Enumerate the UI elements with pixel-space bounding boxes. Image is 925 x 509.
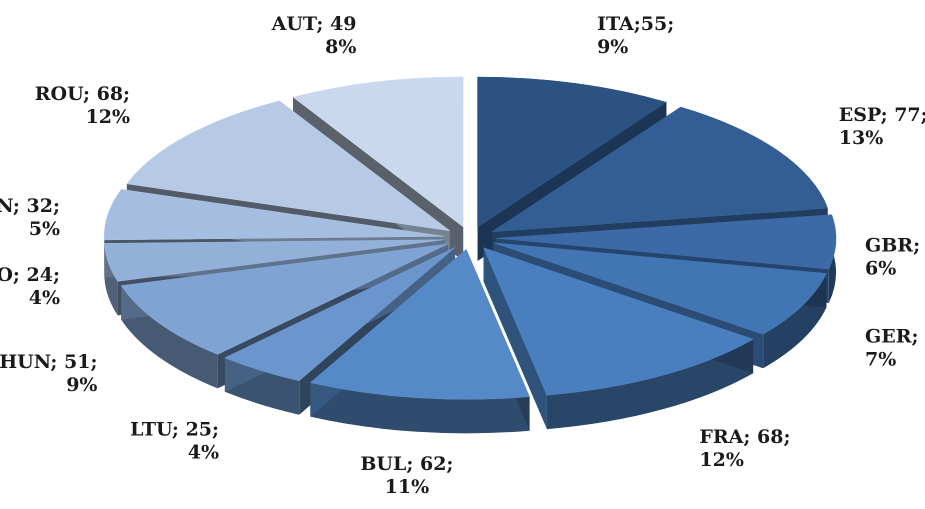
slice-label-fra: FRA; 68; 12% [699,426,790,471]
pie-slice-top-ita [477,76,667,228]
pie-slice-side-hun [121,285,218,389]
pie-slice-top-bul [309,248,530,400]
slices-layer [104,76,837,434]
slice-label-ger: GER; 42;7% [865,326,925,371]
pie-slice-top-hun [120,243,448,355]
slice-label-name-value: ROU; 68; [35,83,130,105]
slice-label-slo: SLO; 24;4% [0,264,60,309]
pie-slice-fra [483,247,754,430]
slice-label-name-value: GBR; 34; [865,235,925,257]
slice-label-percent: 13% [839,127,884,149]
slice-label-percent: 9% [597,36,628,58]
pie-slice-top-gbr [495,214,837,270]
slice-label-name-value: FRA; 68; [699,426,790,448]
pie-slice-bul [309,248,530,434]
slice-label-name-value: LTU; 25; [130,419,219,441]
slice-label-name-value: BUL; 62; [360,453,453,475]
slice-label-rou: ROU; 68; 12% [35,83,130,128]
pie-slice-top-aut [292,76,464,228]
slice-label-name-value: SLO; 24; [0,264,60,286]
slice-label-percent: 6% [865,258,896,280]
slice-label-name-value: AUT; 49 [271,13,357,35]
slice-label-gbr: GBR; 34;6% [865,235,925,280]
slice-label-name-value: ITA;55; [597,13,674,35]
slice-label-percent: 4% [29,287,60,309]
slice-label-ita: ITA;55; 9% [597,13,674,58]
slice-label-fin: FIN; 32;5% [0,195,60,240]
pie-slice-top-rou [126,100,451,232]
pie-slice-top-fin [104,189,445,241]
pie-slice-side-fra [546,339,754,430]
slice-label-percent: 11% [385,476,430,498]
slice-label-esp: ESP; 77; 13% [839,104,925,149]
pie-slice-top-ger [493,242,827,335]
slice-label-percent: 9% [66,374,97,396]
slice-label-name-value: FIN; 32; [0,195,60,217]
pie-slice-top-ltu [224,247,456,381]
pie-slice-top-fra [483,247,754,396]
slice-label-hun: HUN; 51; 9% [0,351,97,396]
pie-slice-wall-fra [483,247,547,430]
slice-label-percent: 7% [865,349,896,371]
slice-label-bul: BUL; 62; 11% [360,453,453,498]
slice-label-ltu: LTU; 25; 4% [130,419,219,464]
slice-label-aut: AUT; 49 8% [271,13,357,58]
pie-slice-top-esp [490,106,829,233]
slice-label-percent: 5% [29,218,60,240]
pie-slice-side-bul [310,382,530,434]
slice-label-percent: 12% [699,449,744,471]
slice-label-name-value: ESP; 77; [839,104,925,126]
slice-label-percent: 12% [86,106,131,128]
slice-label-percent: 8% [325,36,356,58]
labels-layer: ITA;55;9%ESP; 77;13%GBR; 34;6%GER; 42;7%… [0,13,925,498]
pie-slice-top-slo [104,239,445,282]
slice-label-percent: 4% [188,442,219,464]
slice-label-name-value: HUN; 51; [0,351,97,373]
slice-label-name-value: GER; 42; [865,326,925,348]
